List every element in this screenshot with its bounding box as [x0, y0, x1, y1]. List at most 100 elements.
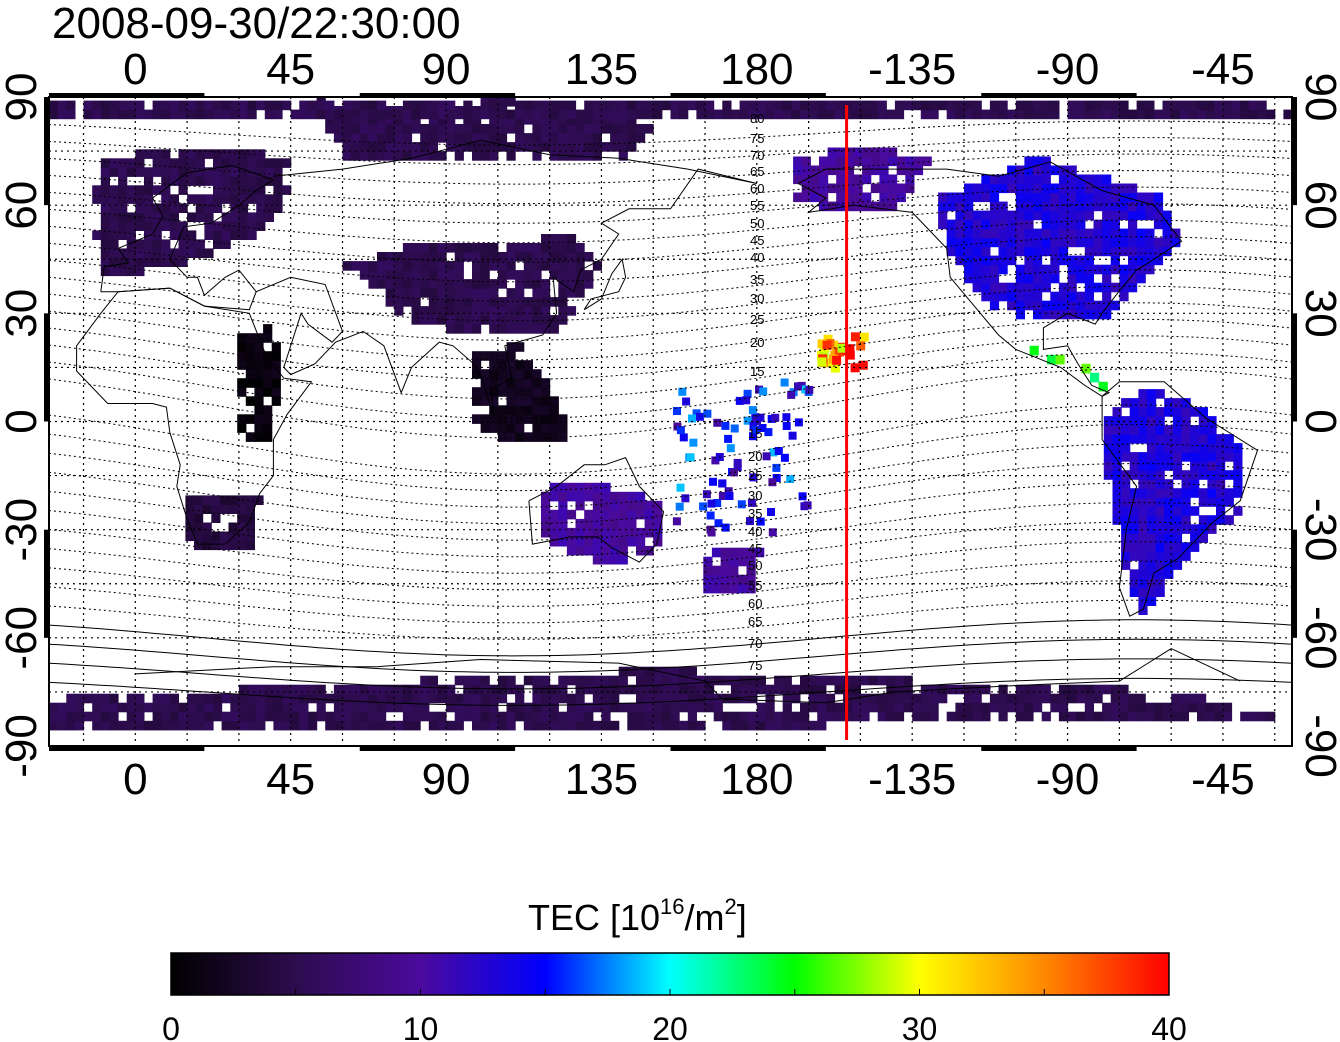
tec-cell: [506, 243, 516, 253]
tec-cell: [100, 100, 110, 111]
tec-cell: [472, 675, 482, 686]
tec-cell: [1041, 219, 1051, 230]
tec-cell: [998, 109, 1008, 120]
tec-cell: [523, 720, 533, 731]
tec-cell: [254, 423, 264, 433]
tec-cell: [515, 315, 525, 325]
tec-cell: [1164, 506, 1174, 516]
tec-cell: [888, 147, 898, 158]
tec-cell: [368, 279, 378, 289]
tec-cell: [228, 522, 238, 533]
tec-cell: [299, 109, 309, 120]
tec-cell: [152, 149, 162, 159]
tec-cell: [696, 109, 706, 120]
tec-cell: [271, 360, 281, 370]
tec-cell: [385, 151, 395, 161]
tec-cell: [428, 124, 438, 134]
tec-cell: [584, 270, 594, 280]
tec-cell: [219, 540, 230, 551]
tec-cell: [1171, 711, 1181, 722]
tec-cell: [755, 385, 763, 394]
tec-cell: [1138, 434, 1148, 444]
tec-cell: [1138, 596, 1148, 606]
tec-cell: [126, 257, 136, 267]
tec-cell: [955, 237, 965, 248]
tec-cell: [787, 390, 796, 399]
tec-cell: [1162, 210, 1172, 221]
tec-cell: [592, 693, 602, 704]
tec-cell: [1112, 407, 1122, 417]
tec-region-alaska: [793, 147, 932, 212]
mlat-label: 40: [748, 524, 762, 539]
tec-cell: [772, 474, 781, 482]
tec-cell: [221, 194, 231, 204]
tec-cell: [584, 491, 594, 502]
tec-cell: [282, 702, 292, 713]
tec-cell: [515, 324, 525, 334]
tec-cell: [263, 351, 273, 361]
tec-cell: [1136, 228, 1146, 239]
tec-cell: [558, 414, 568, 424]
tec-cell: [1198, 470, 1208, 480]
tec-cell: [161, 158, 171, 168]
tec-cell: [636, 693, 646, 704]
tec-cell: [254, 414, 264, 424]
tec-cell: [377, 115, 387, 125]
tec-cell: [1172, 533, 1183, 543]
coastlines: [76, 139, 1259, 704]
tec-cell: [850, 363, 860, 373]
tec-cell: [1129, 398, 1139, 408]
tec-cell: [601, 500, 611, 511]
tec-cell: [853, 147, 863, 158]
tec-cell: [653, 536, 663, 547]
tec-cell: [1164, 551, 1174, 561]
tec-cell: [118, 221, 128, 231]
tec-cell: [523, 109, 533, 120]
tec-cell: [420, 124, 430, 134]
tec-cell: [549, 133, 559, 143]
tec-cell: [1067, 174, 1077, 185]
tec-cell: [592, 133, 602, 143]
tec-cell: [515, 423, 525, 433]
tec-cell: [420, 100, 430, 111]
tec-cell: [549, 405, 559, 415]
tec-cell: [689, 438, 698, 447]
tec-cell: [1041, 165, 1051, 176]
tec-cell: [746, 547, 756, 558]
tec-cell: [696, 684, 706, 695]
tec-cell: [541, 306, 551, 316]
tec-cell: [245, 369, 255, 379]
tec-cell: [1121, 488, 1131, 498]
tec-cell: [679, 693, 689, 704]
tec-cell: [515, 124, 525, 134]
tec-cell: [92, 194, 102, 204]
tec-cell: [1136, 693, 1146, 704]
tec-cell: [1015, 273, 1025, 284]
tec-cell: [1198, 461, 1208, 471]
tec-cell: [670, 702, 680, 713]
tec-cell: [1145, 246, 1155, 257]
tec-cell: [161, 711, 171, 722]
tec-cell: [791, 100, 801, 111]
tec-cell: [1033, 237, 1043, 248]
tec-cell: [480, 720, 490, 731]
tec-cell: [194, 531, 204, 542]
tec-cell: [1024, 702, 1034, 713]
tec-cell: [905, 165, 915, 176]
tec-cell: [886, 675, 896, 686]
tec-cell: [135, 711, 145, 722]
tec-cell: [237, 414, 247, 424]
tec-cell: [463, 100, 473, 111]
tec-cell: [955, 711, 965, 722]
tec-cell: [800, 711, 810, 722]
tec-cell: [152, 185, 162, 195]
tec-cell: [506, 297, 516, 307]
tec-cell: [1181, 542, 1191, 552]
tec-cell: [506, 115, 516, 125]
tec-cell: [1181, 425, 1191, 435]
tec-cell: [1138, 551, 1148, 561]
tec-cell: [1084, 684, 1094, 695]
tec-cell: [187, 176, 197, 186]
tec-cell: [1181, 551, 1191, 561]
tec-cell: [1084, 174, 1094, 185]
